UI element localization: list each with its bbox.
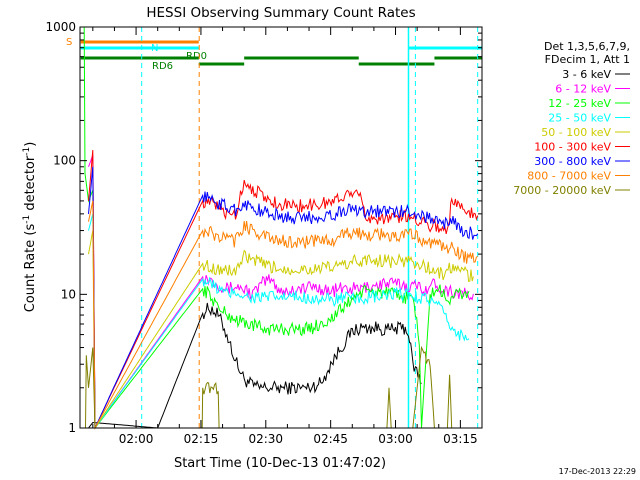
series-line-6 <box>88 166 479 429</box>
y-tick-label: 1000 <box>45 20 76 34</box>
timestamp: 17-Dec-2013 22:29 <box>559 467 636 476</box>
x-tick-label: 03:00 <box>378 432 413 446</box>
series-lines <box>83 26 479 430</box>
series-line-0 <box>88 302 422 429</box>
y-axis-label-main: Count Rate (s <box>23 224 38 313</box>
legend-label: 3 - 6 keV <box>562 68 611 81</box>
legend-label: 25 - 50 keV <box>548 112 611 125</box>
legend-label: 6 - 12 keV <box>555 83 611 96</box>
series-line-4 <box>88 230 474 430</box>
y-axis-label-mid: detector <box>23 155 38 215</box>
state-bars: S N RD6 RD0 <box>66 37 482 72</box>
series-line-1 <box>88 154 474 430</box>
state-label-rd0: RD0 <box>186 51 207 62</box>
state-label-s: S <box>66 37 72 48</box>
x-tick-label: 02:30 <box>248 432 283 446</box>
y-tick-label: 100 <box>53 154 76 168</box>
y-axis-label-end: ) <box>23 142 38 147</box>
legend-label: 100 - 300 keV <box>534 141 611 154</box>
series-line-5 <box>88 150 479 429</box>
legend-header-line: Det 1,3,5,6,7,9, <box>544 40 630 53</box>
y-axis-label: Count Rate (s-1 detector-1) <box>22 142 38 313</box>
y-axis-label-exp2: -1 <box>22 147 32 156</box>
x-axis-label: Start Time (10-Dec-13 01:47:02) <box>174 456 386 471</box>
legend-label: 800 - 7000 keV <box>527 170 611 183</box>
legend-label: 12 - 25 keV <box>548 97 611 110</box>
y-tick-label: 1 <box>68 421 76 435</box>
x-tick-label: 02:15 <box>184 432 219 446</box>
state-label-rd6: RD6 <box>152 61 173 72</box>
legend-header-line: FDecim 1, Att 1 <box>545 53 630 66</box>
y-tick-label: 10 <box>61 287 76 301</box>
legend-label: 300 - 800 keV <box>534 155 611 168</box>
x-axis: 02:00 02:15 02:30 02:45 03:00 03:15 <box>92 27 478 446</box>
state-change-lines <box>141 27 479 428</box>
series-line-3 <box>88 213 470 430</box>
state-label-n: N <box>151 43 158 54</box>
y-axis: 1 10 100 1000 <box>45 20 482 435</box>
plot-frame <box>79 26 483 429</box>
x-tick-label: 02:00 <box>119 432 154 446</box>
x-tick-label: 03:15 <box>443 432 478 446</box>
legend-label: 50 - 100 keV <box>541 126 611 139</box>
legend-label: 7000 - 20000 keV <box>513 184 611 197</box>
chart-title: HESSI Observing Summary Count Rates <box>146 5 415 21</box>
series-line-7 <box>88 200 478 430</box>
legend: Det 1,3,5,6,7,9,FDecim 1, Att 1 3 - 6 keV… <box>513 40 630 197</box>
x-tick-label: 02:45 <box>313 432 348 446</box>
y-axis-label-exp1: -1 <box>22 215 32 224</box>
